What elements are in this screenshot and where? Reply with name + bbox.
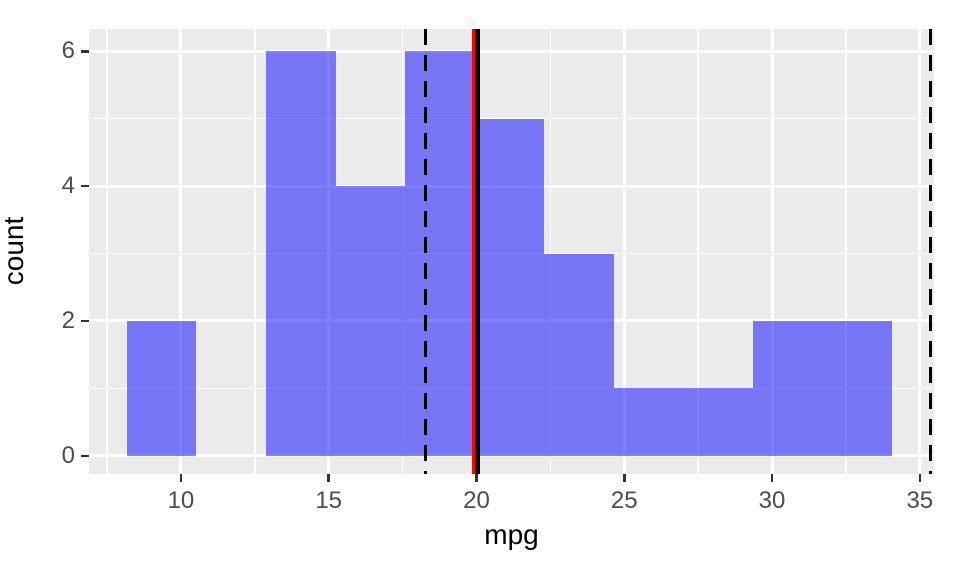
x-tick-label: 15 bbox=[315, 487, 343, 514]
x-axis-tick bbox=[179, 474, 183, 482]
histogram-bar bbox=[822, 320, 893, 456]
histogram-bar bbox=[474, 118, 545, 456]
y-major-gridline bbox=[89, 454, 934, 458]
x-minor-gridline bbox=[549, 29, 552, 474]
x-axis-tick bbox=[770, 474, 774, 482]
x-minor-gridline bbox=[697, 29, 699, 474]
x-major-gridline bbox=[918, 29, 922, 474]
x-tick-label: 10 bbox=[167, 487, 195, 514]
y-tick-label: 0 bbox=[61, 441, 75, 469]
dashed-reference-line bbox=[423, 29, 427, 474]
histogram-bar bbox=[683, 388, 754, 456]
x-tick-label: 35 bbox=[906, 487, 934, 514]
dashed-reference-line bbox=[928, 29, 932, 474]
y-axis-tick bbox=[81, 184, 89, 188]
histogram-bar bbox=[753, 320, 823, 456]
plot-panel bbox=[89, 29, 934, 474]
histogram-bar bbox=[614, 388, 684, 456]
y-axis-tick bbox=[81, 319, 89, 323]
x-axis-tick bbox=[918, 474, 922, 482]
x-major-gridline bbox=[770, 29, 774, 474]
y-major-gridline bbox=[89, 49, 934, 53]
solid-reference-line bbox=[474, 29, 480, 474]
x-minor-gridline bbox=[254, 29, 256, 474]
x-major-gridline bbox=[622, 29, 626, 474]
x-axis-title: mpg bbox=[484, 519, 539, 550]
y-tick-label: 4 bbox=[61, 172, 75, 200]
y-axis-title: count bbox=[0, 216, 29, 286]
x-axis-tick bbox=[475, 474, 478, 482]
x-minor-gridline bbox=[106, 29, 108, 474]
x-tick-label: 30 bbox=[758, 487, 786, 514]
solid-reference-line bbox=[472, 29, 476, 474]
x-tick-label: 20 bbox=[463, 487, 490, 514]
x-major-gridline bbox=[179, 29, 183, 474]
histogram-bar bbox=[266, 51, 336, 456]
histogram-bar bbox=[126, 320, 197, 456]
x-axis-tick bbox=[327, 474, 330, 482]
x-tick-label: 25 bbox=[610, 487, 638, 514]
histogram-bar bbox=[544, 253, 615, 456]
histogram-bar bbox=[405, 51, 475, 456]
x-axis-tick bbox=[623, 474, 626, 482]
histogram-bar bbox=[335, 186, 406, 456]
y-tick-label: 6 bbox=[61, 37, 75, 65]
x-minor-gridline bbox=[845, 29, 847, 474]
y-axis-tick bbox=[81, 454, 89, 458]
y-minor-gridline bbox=[89, 117, 934, 120]
y-axis-tick bbox=[81, 50, 89, 53]
y-tick-label: 2 bbox=[61, 306, 75, 334]
